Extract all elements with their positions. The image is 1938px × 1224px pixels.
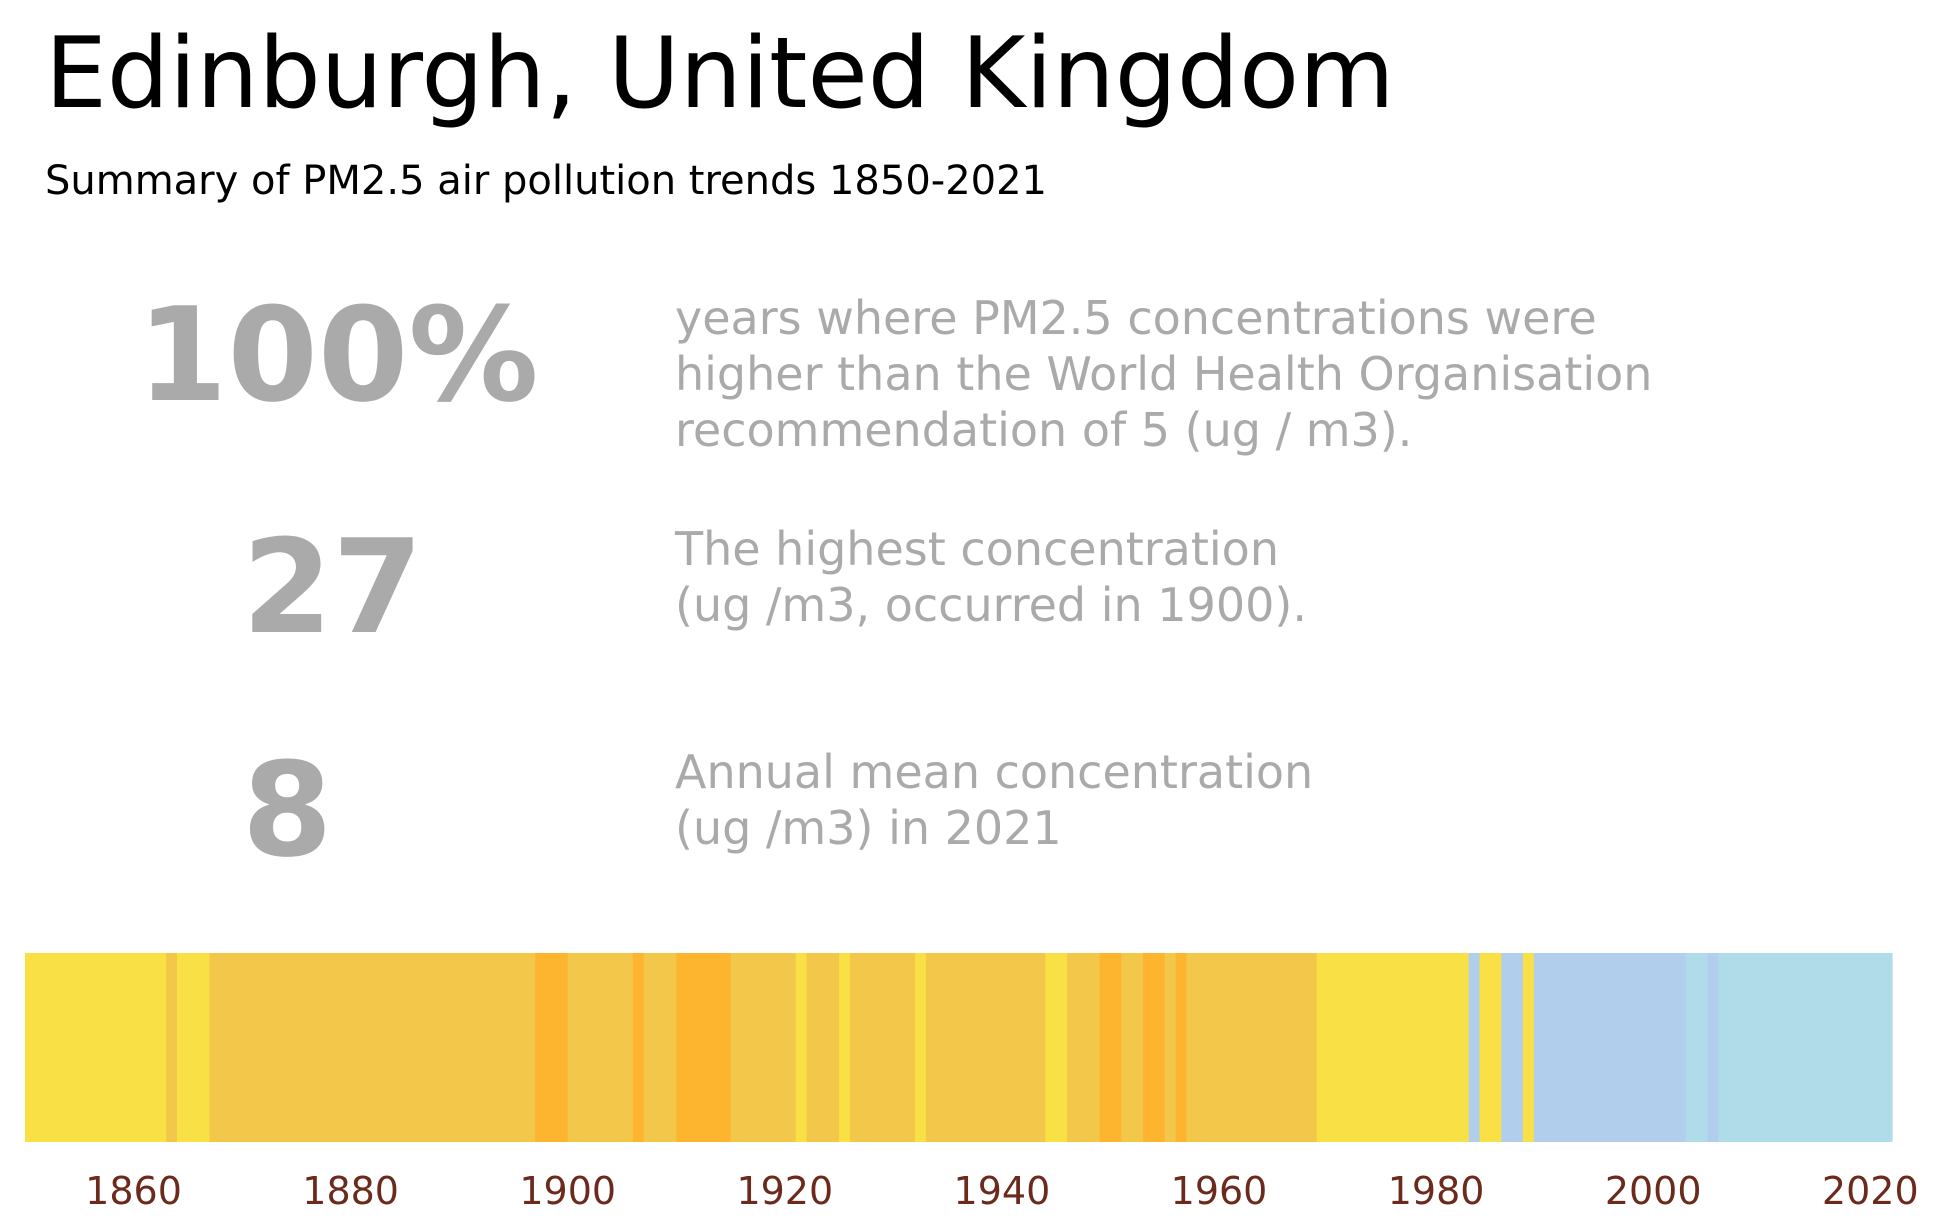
x-tick-label: 1900 xyxy=(519,1169,616,1213)
stripe-segment xyxy=(209,953,536,1142)
stat-highest-value: 27 xyxy=(242,511,423,663)
stripe-segment xyxy=(1121,953,1144,1142)
stripe-segment xyxy=(925,953,1046,1142)
stripe-segment xyxy=(676,953,732,1142)
stripe-segment xyxy=(1479,953,1502,1142)
stripe-segment xyxy=(166,953,178,1142)
stat-description-line: (ug /m3, occurred in 1900). xyxy=(675,578,1307,632)
stat-description-line: recommendation of 5 (ug / m3). xyxy=(675,403,1413,457)
stripe-segment xyxy=(1186,953,1318,1142)
stripe-segment xyxy=(25,953,167,1142)
stripe-segment xyxy=(1707,953,1719,1142)
stripe-segment xyxy=(1045,953,1068,1142)
stat-description-line: The highest concentration xyxy=(675,522,1279,576)
stripe-segment xyxy=(1533,953,1687,1142)
stripe-segment xyxy=(915,953,927,1142)
x-axis-ticks: 1860 1880 1900 1920 1940 1960 1980 2000 2020 xyxy=(85,1169,1918,1213)
stripe-segment xyxy=(1099,953,1122,1142)
stripe-segment xyxy=(643,953,677,1142)
stat-description-line: higher than the World Health Organisatio… xyxy=(675,347,1653,401)
stripe-segment xyxy=(1468,953,1481,1142)
stripe-segment xyxy=(1067,953,1101,1142)
stripe-segment xyxy=(1175,953,1188,1142)
stat-description-line: Annual mean concentration xyxy=(675,745,1314,799)
stripe-segment xyxy=(730,953,797,1142)
stripe-segment xyxy=(839,953,851,1142)
stat-highest-description: The highest concentration (ug /m3, occur… xyxy=(675,521,1307,633)
x-tick-label: 1940 xyxy=(954,1169,1051,1213)
stripe-segment xyxy=(1501,953,1524,1142)
stripe-segment xyxy=(1685,953,1709,1142)
stripe-segment xyxy=(632,953,645,1142)
stat-mean-value: 8 xyxy=(242,734,333,886)
stat-description-line: (ug /m3) in 2021 xyxy=(675,801,1062,855)
stat-exceedance-value: 100% xyxy=(137,279,539,431)
x-tick-label: 1920 xyxy=(736,1169,833,1213)
x-tick-label: 1980 xyxy=(1388,1169,1485,1213)
x-tick-label: 1860 xyxy=(85,1169,182,1213)
x-tick-label: 2000 xyxy=(1605,1169,1702,1213)
stripe-segment xyxy=(176,953,211,1142)
stat-exceedance-description: years where PM2.5 concentrations were hi… xyxy=(675,290,1652,458)
stripe-segment xyxy=(535,953,569,1142)
page-title: Edinburgh, United Kingdom xyxy=(45,17,1395,131)
stripe-segment xyxy=(806,953,840,1142)
stripe-segment xyxy=(1522,953,1535,1142)
stripe-segment xyxy=(1316,953,1470,1142)
stripe-segment xyxy=(849,953,916,1142)
stripe-segment xyxy=(1718,953,1893,1142)
page-subtitle: Summary of PM2.5 air pollution trends 18… xyxy=(45,158,1047,204)
stat-mean-description: Annual mean concentration (ug /m3) in 20… xyxy=(675,744,1313,856)
x-tick-label: 1960 xyxy=(1171,1169,1268,1213)
x-tick-label: 2020 xyxy=(1822,1169,1919,1213)
x-tick-label: 1880 xyxy=(302,1169,399,1213)
stat-description-line: years where PM2.5 concentrations were xyxy=(675,291,1597,345)
stripe-segment xyxy=(1143,953,1166,1142)
stripe-segment xyxy=(795,953,808,1142)
stripe-segment xyxy=(1164,953,1177,1142)
stripe-layer xyxy=(25,953,1893,1142)
stripe-segment xyxy=(567,953,634,1142)
